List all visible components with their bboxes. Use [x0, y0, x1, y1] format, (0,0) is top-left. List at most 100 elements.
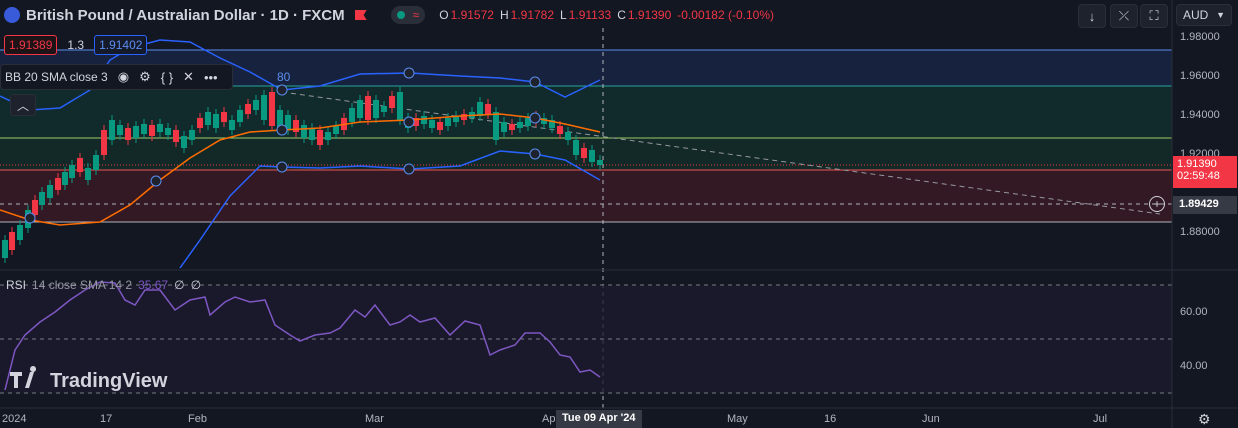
code-icon[interactable]: { }: [160, 69, 174, 85]
eye-icon[interactable]: ◉: [117, 69, 130, 84]
change-value: -0.00182 (-0.10%): [677, 8, 775, 22]
bb-legend-panel[interactable]: BB 20 SMA close 3 ◉ ⚙ { } ✕ •••: [0, 64, 233, 90]
wave-icon: ≈: [412, 8, 420, 22]
ohlc-c-value: 1.91390: [627, 8, 672, 22]
candle-body: [509, 124, 515, 130]
marker-4[interactable]: [276, 124, 288, 136]
candle-body: [101, 130, 107, 155]
marker-7[interactable]: [403, 116, 415, 128]
candle-body: [173, 130, 179, 142]
fullscreen-icon[interactable]: ⛶: [1140, 4, 1168, 28]
candle-body: [39, 192, 45, 205]
ohlc-l-value: 1.91133: [568, 8, 612, 22]
marker-10[interactable]: [529, 112, 541, 124]
bb-legend-trailing: 80: [277, 70, 291, 84]
candle-body: [461, 114, 467, 120]
price-tick-5: 1.88000: [1180, 226, 1220, 238]
candle-body: [413, 118, 419, 126]
sell-price-button[interactable]: 1.91389: [4, 35, 58, 55]
candle-body: [117, 125, 123, 135]
close-icon[interactable]: ✕: [183, 69, 194, 84]
candle-body: [245, 104, 251, 114]
rsi-line: [4, 281, 601, 391]
buy-price-button[interactable]: 1.91402: [94, 35, 148, 55]
current-price-label: 1.91390 02:59:48: [1173, 156, 1237, 188]
plus-circle-icon[interactable]: +: [1149, 196, 1165, 212]
status-pill[interactable]: ≈: [390, 6, 426, 24]
candle-body: [2, 240, 8, 258]
rsi-legend[interactable]: RSI 14 close SMA 14 2 35.67 ∅ ∅: [6, 278, 201, 292]
candle-body: [47, 185, 53, 198]
gear-icon[interactable]: ⚙: [139, 69, 151, 84]
candle-body: [325, 132, 331, 140]
rsi-tick-60: 60.00: [1180, 306, 1208, 318]
candle-body: [565, 132, 571, 140]
candle-body: [421, 116, 427, 124]
candle-body: [349, 108, 355, 122]
candle-body: [477, 102, 483, 116]
marker-1[interactable]: [24, 212, 36, 224]
candle-body: [557, 126, 563, 134]
candle-body: [141, 124, 147, 134]
candle-body: [9, 232, 15, 250]
candle-body: [333, 126, 339, 134]
bb-legend-text: BB 20 SMA close 3: [5, 70, 108, 84]
candle-body: [285, 115, 291, 130]
candle-body: [581, 148, 587, 158]
trend-line[interactable]: [281, 91, 1161, 215]
down-arrow-icon[interactable]: ↓: [1078, 4, 1106, 28]
candle-body: [445, 118, 451, 126]
candle-body: [549, 120, 555, 128]
candle-body: [149, 125, 155, 136]
marker-6[interactable]: [403, 67, 415, 79]
currency-select[interactable]: AUD ▼: [1176, 4, 1232, 26]
marker-5[interactable]: [276, 84, 288, 96]
date-tick-16: 16: [824, 413, 837, 425]
chevron-up-icon[interactable]: ︿: [10, 94, 36, 116]
candle-body: [501, 122, 507, 132]
candle-body: [269, 92, 275, 126]
date-tick-17: 17: [100, 413, 113, 425]
tradingview-logo-icon: [10, 366, 37, 388]
header-row: British Pound / Australian Dollar · 1D ·…: [4, 6, 774, 24]
candle-body: [597, 160, 603, 165]
date-tick-jun: Jun: [922, 413, 940, 425]
candle-body: [55, 178, 61, 190]
trade-row: 1.91389 1.3 1.91402: [4, 35, 148, 55]
rsi-label: RSI: [6, 278, 27, 292]
settings-gear-icon[interactable]: ⚙: [1198, 411, 1211, 427]
marker-2[interactable]: [150, 175, 162, 187]
candle-body: [517, 122, 523, 128]
candle-body: [109, 120, 115, 140]
candle-body: [277, 110, 283, 128]
candle-body: [485, 104, 491, 114]
candle-body: [165, 128, 171, 135]
candle-body: [213, 114, 219, 128]
marker-8[interactable]: [403, 163, 415, 175]
date-tick-jul: Jul: [1093, 413, 1108, 425]
marker-11[interactable]: [529, 148, 541, 160]
candle-body: [589, 150, 595, 162]
candle-body: [125, 128, 131, 140]
rsi-extra1: ∅: [174, 278, 185, 292]
candle-body: [381, 106, 387, 112]
marker-9[interactable]: [529, 76, 541, 88]
candle-body: [229, 120, 235, 130]
date-tick-2024: 2024: [2, 413, 27, 425]
flag-marker-icon[interactable]: [354, 10, 367, 20]
candle-body: [389, 96, 395, 108]
ohlc-h-label: H: [499, 8, 509, 22]
candle-body: [429, 120, 435, 128]
marker-3[interactable]: [276, 161, 288, 173]
more-icon[interactable]: •••: [203, 69, 218, 85]
flag-icon: [4, 7, 20, 23]
candle-body: [493, 112, 499, 140]
candle-body: [301, 125, 307, 138]
currency-label: AUD: [1183, 8, 1209, 22]
bb-upper: [0, 39, 601, 111]
market-open-icon: [396, 11, 405, 19]
rsi-extra2: ∅: [190, 278, 202, 292]
collapse-icon[interactable]: ⤫: [1110, 4, 1138, 28]
symbol-title[interactable]: British Pound / Australian Dollar · 1D ·…: [26, 6, 345, 24]
